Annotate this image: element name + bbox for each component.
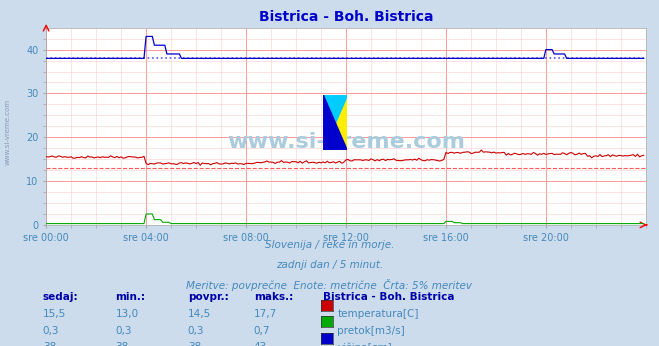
Text: Meritve: povprečne  Enote: metrične  Črta: 5% meritev: Meritve: povprečne Enote: metrične Črta:… [186, 279, 473, 291]
Text: 38: 38 [188, 342, 201, 346]
Text: 0,3: 0,3 [188, 326, 204, 336]
Text: zadnji dan / 5 minut.: zadnji dan / 5 minut. [276, 260, 383, 270]
Text: 15,5: 15,5 [43, 309, 66, 319]
Text: maks.:: maks.: [254, 292, 293, 302]
Text: 0,7: 0,7 [254, 326, 270, 336]
Text: Bistrica - Boh. Bistrica: Bistrica - Boh. Bistrica [323, 292, 455, 302]
Text: višina[cm]: višina[cm] [337, 342, 392, 346]
Text: 14,5: 14,5 [188, 309, 211, 319]
Text: 38: 38 [43, 342, 56, 346]
Text: 38: 38 [115, 342, 129, 346]
Text: 43: 43 [254, 342, 267, 346]
Text: 0,3: 0,3 [43, 326, 59, 336]
Text: www.si-vreme.com: www.si-vreme.com [5, 98, 11, 165]
Text: povpr.:: povpr.: [188, 292, 229, 302]
Text: 17,7: 17,7 [254, 309, 277, 319]
Text: min.:: min.: [115, 292, 146, 302]
Title: Bistrica - Boh. Bistrica: Bistrica - Boh. Bistrica [259, 10, 433, 24]
Text: www.si-vreme.com: www.si-vreme.com [227, 132, 465, 152]
Text: 0,3: 0,3 [115, 326, 132, 336]
Text: sedaj:: sedaj: [43, 292, 78, 302]
Text: temperatura[C]: temperatura[C] [337, 309, 419, 319]
Text: Slovenija / reke in morje.: Slovenija / reke in morje. [265, 240, 394, 251]
Text: pretok[m3/s]: pretok[m3/s] [337, 326, 405, 336]
Text: 13,0: 13,0 [115, 309, 138, 319]
